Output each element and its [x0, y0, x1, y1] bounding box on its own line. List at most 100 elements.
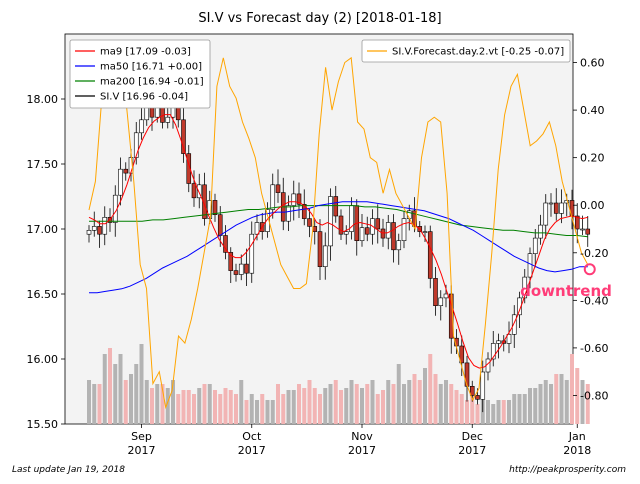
- volume-bar: [234, 394, 238, 424]
- volume-bar: [144, 380, 149, 424]
- volume-bar: [570, 354, 574, 424]
- candle-body: [459, 345, 465, 364]
- downtrend-marker: [583, 263, 596, 276]
- volume-bar: [260, 394, 265, 424]
- volume-bar: [207, 384, 212, 424]
- x-tick-month: Nov: [351, 430, 373, 443]
- candle-body: [196, 184, 202, 199]
- candle-body: [86, 230, 92, 235]
- volume-bar: [554, 374, 559, 424]
- candle-body: [233, 270, 239, 275]
- candle-body: [427, 231, 433, 279]
- candle-body: [543, 202, 549, 226]
- volume-bar: [286, 390, 291, 424]
- candle-body: [396, 240, 402, 251]
- candle-body: [343, 231, 349, 235]
- volume-bar: [165, 388, 170, 424]
- volume-bar: [171, 380, 175, 424]
- volume-bar: [580, 380, 585, 424]
- volume-bar: [507, 400, 511, 424]
- volume-bar: [213, 390, 217, 424]
- x-tick-year: 2017: [458, 444, 486, 457]
- y-right-tick-label: -0.80: [580, 389, 608, 402]
- volume-bar: [270, 400, 275, 424]
- candle-body: [385, 222, 391, 239]
- legend-box-left: [69, 39, 211, 109]
- volume-bar: [438, 384, 443, 424]
- volume-bar: [129, 374, 133, 424]
- legend-label: SI.V [16.96 -0.04]: [100, 92, 188, 103]
- candle-body: [328, 196, 333, 247]
- candle-body: [522, 276, 528, 299]
- volume-bar: [428, 354, 433, 424]
- y-right-tick-label: -0.40: [580, 294, 608, 307]
- volume-bar: [491, 404, 496, 424]
- volume-bar: [102, 354, 107, 424]
- candle-body: [186, 153, 192, 184]
- volume-bar: [291, 390, 296, 424]
- candle-body: [91, 226, 97, 231]
- candle-body: [97, 226, 102, 235]
- volume-bar: [123, 380, 128, 424]
- volume-bar: [239, 380, 244, 424]
- candle-body: [191, 183, 197, 199]
- candle-body: [438, 297, 444, 306]
- candle-body: [301, 204, 307, 219]
- y-right-tick-label: 0.20: [580, 152, 605, 165]
- volume-bar: [433, 374, 438, 424]
- candle-body: [375, 218, 381, 230]
- volume-bar: [417, 380, 422, 424]
- volume-bar: [223, 388, 228, 424]
- volume-bar: [312, 388, 317, 424]
- candle-body: [564, 200, 570, 204]
- candle-body: [139, 119, 144, 134]
- candle-body: [265, 209, 270, 232]
- ma50-line: [89, 201, 588, 294]
- ma9-line: [88, 114, 588, 369]
- volume-bar: [307, 380, 312, 424]
- volume-bar: [276, 384, 280, 424]
- volume-bar: [449, 384, 454, 424]
- y-right-tick-label: -0.60: [580, 342, 608, 355]
- axes: 15.50 16.00 16.50 17.00 17.50 18.00 -0.80 -0.60…: [27, 57, 609, 457]
- candle-body: [391, 222, 396, 251]
- candle-body: [527, 253, 533, 278]
- volume-bar: [370, 380, 375, 424]
- volume-bar: [255, 400, 259, 424]
- candle-body: [202, 184, 207, 219]
- candle-body: [217, 214, 223, 236]
- series-lines: [88, 50, 589, 410]
- volume-bar: [181, 390, 186, 424]
- candle-body: [296, 193, 302, 205]
- volume-bar: [412, 374, 417, 424]
- volume-bar: [150, 388, 154, 424]
- candle-body: [511, 314, 517, 335]
- candle-body: [553, 202, 559, 214]
- y-right-tick-label: 0.60: [580, 57, 605, 70]
- candle-body: [249, 233, 255, 274]
- legend-label: SI.V.Forecast.day.2.vt [-0.25 -0.07]: [392, 47, 564, 58]
- annotations: downtrend: [520, 263, 612, 300]
- candle-body: [322, 245, 328, 267]
- volume-bar: [281, 394, 286, 424]
- volume-bar: [575, 368, 580, 424]
- volume-bar: [459, 394, 464, 424]
- volume-bar: [344, 388, 349, 424]
- candle-body: [538, 224, 543, 239]
- volume-bar: [407, 380, 412, 424]
- candle-body: [496, 340, 501, 344]
- x-tick-month: Dec: [462, 430, 483, 443]
- volume-bar: [543, 380, 548, 424]
- y-left-tick-label: 15.50: [27, 418, 59, 431]
- volume-bar: [218, 394, 223, 424]
- candle-body: [422, 231, 428, 233]
- volume-bars: [87, 344, 590, 424]
- candle-body: [286, 205, 291, 222]
- volume-bar: [564, 380, 569, 424]
- volume-bar: [470, 394, 475, 424]
- x-tick-month: Oct: [242, 430, 262, 443]
- legend-label: ma9 [17.09 -0.03]: [100, 47, 191, 58]
- legends: ma9 [17.09 -0.03] ma50 [16.71 +0.00] ma200…: [69, 39, 571, 109]
- volume-bar: [375, 394, 380, 424]
